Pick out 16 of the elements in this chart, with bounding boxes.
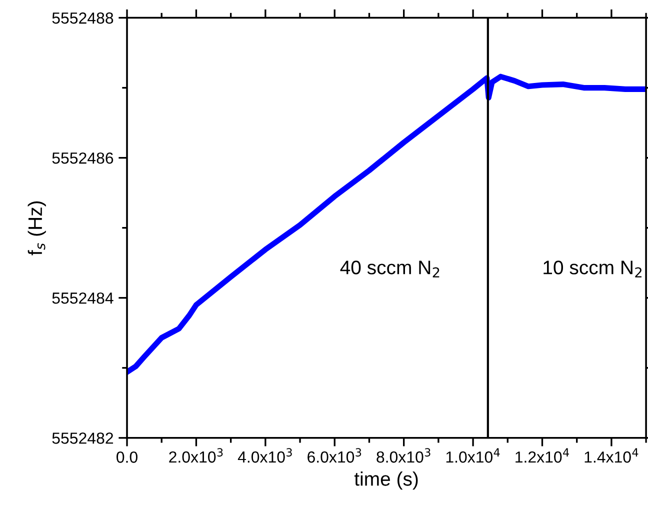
x-tick-label: 1.4x10$^{4}$	[584, 448, 638, 463]
x-tick-label: 0.0	[116, 452, 138, 463]
x-tick-label: 6.0x10$^{3}$	[308, 448, 362, 463]
annotation: 40 sccm N$_{2}$	[340, 260, 440, 278]
x-tick-label: 4.0x10$^{3}$	[238, 448, 292, 463]
y-tick-label: 5552486	[52, 152, 114, 164]
x-tick-label: 2.0x10$^{3}$	[169, 448, 223, 463]
x-tick-label: 1.0x10$^{4}$	[446, 448, 500, 463]
x-axis-title: time (s)	[354, 472, 418, 490]
x-tick-label: 8.0x10$^{3}$	[376, 448, 430, 463]
y-tick-label: 5552484	[52, 292, 114, 304]
y-tick-label: 5552482	[52, 432, 114, 444]
y-tick-label: 5552488	[52, 12, 114, 24]
y-axis-title: f$_{s}$ (Hz)	[28, 201, 46, 256]
annotation: 10 sccm N$_{2}$	[544, 260, 642, 278]
x-tick-label: 1.2x10$^{4}$	[516, 448, 569, 463]
